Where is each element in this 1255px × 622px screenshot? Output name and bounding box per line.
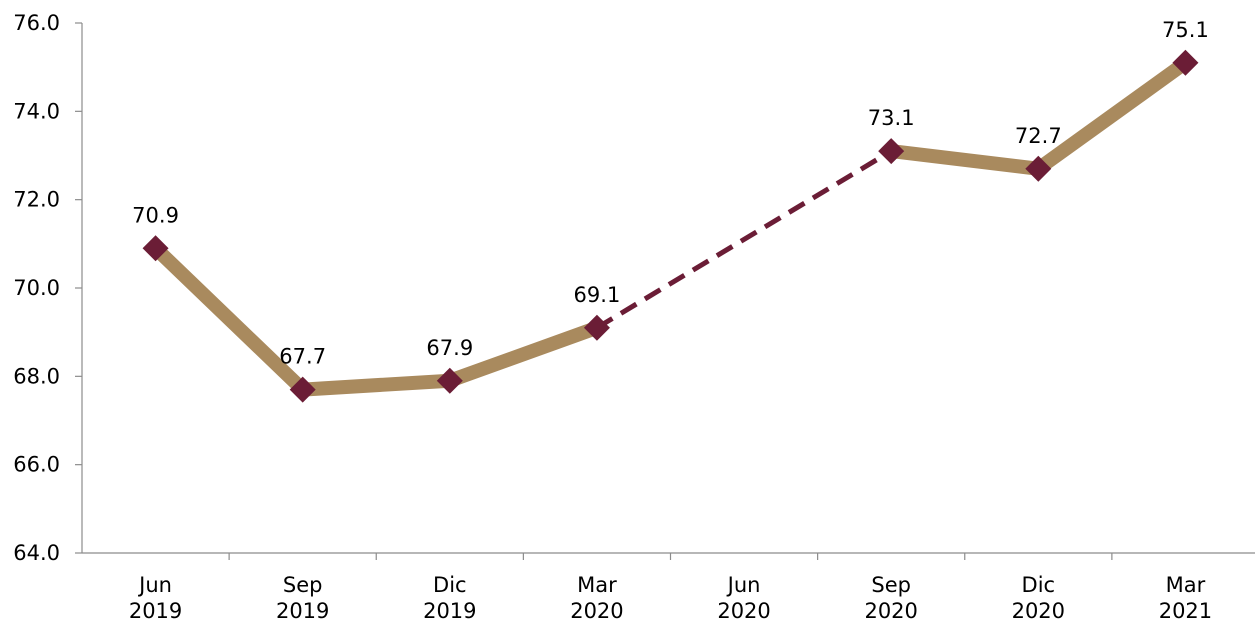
data-point-marker — [583, 314, 610, 341]
y-tick-label: 72.0 — [13, 188, 60, 212]
series-line-segment — [890, 57, 1190, 176]
data-point-marker — [289, 376, 316, 403]
x-tick-label-line: Sep — [871, 573, 911, 597]
x-tick-label: Dic 2019 — [423, 573, 476, 622]
x-tick-label: Jun 2020 — [717, 573, 770, 622]
data-label: 67.7 — [279, 345, 326, 369]
x-tick-label-line: Jun — [726, 573, 761, 597]
x-tick-label: Sep 2019 — [276, 573, 329, 622]
x-tick-label: Dic 2020 — [1012, 573, 1065, 622]
data-label: 69.1 — [574, 283, 621, 307]
data-label: 72.7 — [1015, 124, 1062, 148]
series-line — [150, 57, 1190, 397]
x-tick-label-line: Dic — [433, 573, 467, 597]
x-tick-label-line: 2019 — [276, 599, 329, 622]
y-tick-label: 74.0 — [13, 99, 60, 123]
y-tick-label: 68.0 — [13, 364, 60, 388]
y-tick-label: 66.0 — [13, 453, 60, 477]
x-tick-label-line: 2020 — [864, 599, 917, 622]
x-tick-label-line: 2019 — [423, 599, 476, 622]
x-tick-label-line: Dic — [1022, 573, 1056, 597]
data-labels: 70.9 67.7 67.9 69.1 73.1 72.7 75.1 — [132, 18, 1209, 369]
x-tick-label-line: 2020 — [1012, 599, 1065, 622]
y-tick-label: 76.0 — [13, 11, 60, 35]
y-tick-label: 64.0 — [13, 541, 60, 565]
x-tick-label-line: 2021 — [1159, 599, 1212, 622]
x-tick-label: Mar 2020 — [570, 573, 623, 622]
data-label: 73.1 — [868, 106, 915, 130]
x-tick-label-line: 2019 — [129, 599, 182, 622]
x-tick-label-line: Sep — [283, 573, 323, 597]
gap-bridge-line — [595, 148, 893, 330]
data-point-marker — [436, 367, 463, 394]
y-tick-label: 70.0 — [13, 276, 60, 300]
gap-bridge-dashed — [595, 148, 893, 330]
data-label: 70.9 — [132, 203, 179, 227]
x-tick-label-line: Jun — [137, 573, 172, 597]
y-axis: 64.0 66.0 68.0 70.0 72.0 74.0 76.0 — [13, 11, 83, 565]
data-point-marker — [1172, 49, 1199, 76]
data-point-marker — [1025, 155, 1052, 182]
x-tick-label-line: 2020 — [717, 599, 770, 622]
x-tick-label: Mar 2021 — [1159, 573, 1212, 622]
data-label: 67.9 — [426, 336, 473, 360]
x-tick-label: Jun 2019 — [129, 573, 182, 622]
x-tick-label-line: 2020 — [570, 599, 623, 622]
data-point-marker — [142, 235, 169, 262]
x-tick-label-line: Mar — [577, 573, 617, 597]
x-tick-label: Sep 2020 — [864, 573, 917, 622]
data-point-marker — [878, 138, 905, 165]
data-label: 75.1 — [1162, 18, 1209, 42]
x-tick-label-line: Mar — [1166, 573, 1206, 597]
series-line-segment — [150, 243, 600, 397]
series-markers — [142, 49, 1199, 403]
